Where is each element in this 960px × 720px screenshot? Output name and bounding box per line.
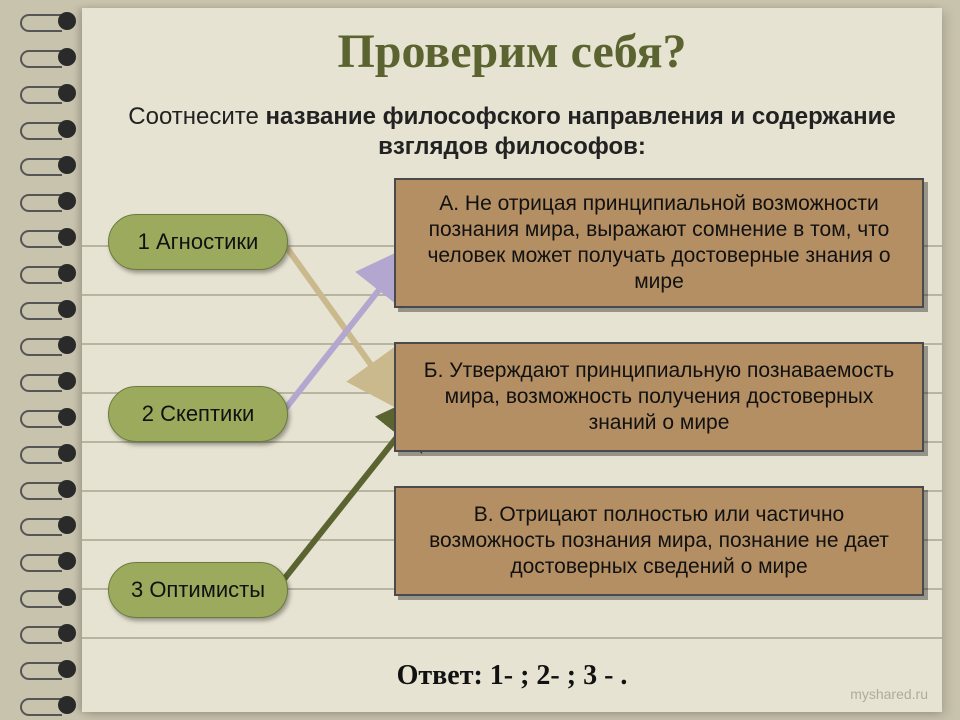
binding-ring — [30, 586, 76, 608]
answer-line: Ответ: 1- ; 2- ; 3 - . — [82, 660, 942, 692]
slide-subtitle: Соотнесите название философского направл… — [122, 102, 902, 162]
binding-ring — [30, 658, 76, 680]
slide-title: Проверим себя? — [82, 24, 942, 79]
watermark: myshared.ru — [850, 686, 928, 702]
binding-ring — [30, 478, 76, 500]
paper-sheet: Проверим себя? Соотнесите название филос… — [82, 8, 942, 712]
binding-ring — [30, 622, 76, 644]
description-B: Б. Утверждают принципиальную познаваемос… — [394, 342, 924, 452]
binding-ring — [30, 334, 76, 356]
binding-ring — [30, 406, 76, 428]
binding-ring — [30, 298, 76, 320]
binding-ring — [30, 550, 76, 572]
binding-ring — [30, 118, 76, 140]
subtitle-bold: название философского направления и соде… — [266, 103, 896, 160]
binding-ring — [30, 190, 76, 212]
binding-ring — [30, 514, 76, 536]
binding-ring — [30, 82, 76, 104]
description-C: В. Отрицают полностью или частично возмо… — [394, 486, 924, 596]
spiral-binding — [30, 0, 76, 720]
binding-ring — [30, 10, 76, 32]
subtitle-lead: Соотнесите — [128, 103, 265, 130]
binding-ring — [30, 694, 76, 716]
binding-ring — [30, 262, 76, 284]
binding-ring — [30, 370, 76, 392]
option-2[interactable]: 2 Скептики — [108, 386, 288, 442]
page-root: Проверим себя? Соотнесите название филос… — [0, 0, 960, 720]
binding-ring — [30, 226, 76, 248]
binding-ring — [30, 442, 76, 464]
description-A: А. Не отрицая принципиальной возможности… — [394, 178, 924, 308]
option-1[interactable]: 1 Агностики — [108, 214, 288, 270]
binding-ring — [30, 46, 76, 68]
option-3[interactable]: 3 Оптимисты — [108, 562, 288, 618]
binding-ring — [30, 154, 76, 176]
